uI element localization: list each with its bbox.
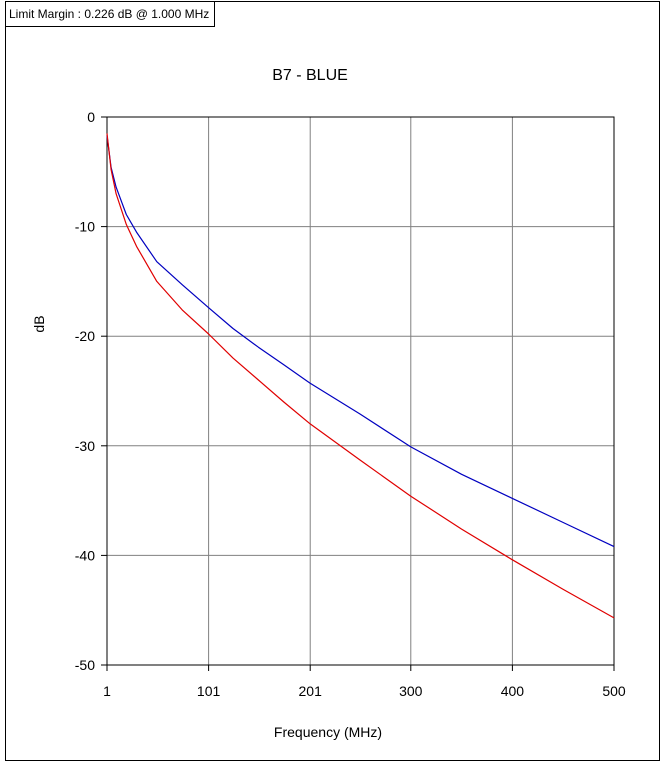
y-tick-label: -10 [75,219,95,235]
x-tick-label: 500 [602,683,626,699]
x-tick-label: 400 [501,683,525,699]
y-axis-label: dB [31,315,47,332]
y-tick-label: -20 [75,328,95,344]
series-line-limit [106,133,615,619]
series-line-measured [106,135,615,548]
x-axis-label: Frequency (MHz) [274,724,382,740]
x-tick-label: 101 [197,683,221,699]
x-tick-label: 1 [103,683,111,699]
y-tick-label: -50 [75,657,95,673]
x-tick-label: 201 [299,683,323,699]
y-tick-label: 0 [87,109,95,125]
plot-area-border [106,116,615,666]
grid [107,117,614,665]
y-tick-label: -30 [75,438,95,454]
x-axis-ticks: 1 101 201 300 400 500 [103,665,626,699]
x-tick-label: 300 [399,683,423,699]
y-tick-label: -40 [75,547,95,563]
series-lines [106,133,615,619]
chart-frame [5,1,660,761]
chart-title: B7 - BLUE [272,67,348,84]
y-axis-ticks: 0 -10 -20 -30 -40 -50 [75,109,107,673]
limit-margin-label: Limit Margin : 0.226 dB @ 1.000 MHz [5,1,216,27]
